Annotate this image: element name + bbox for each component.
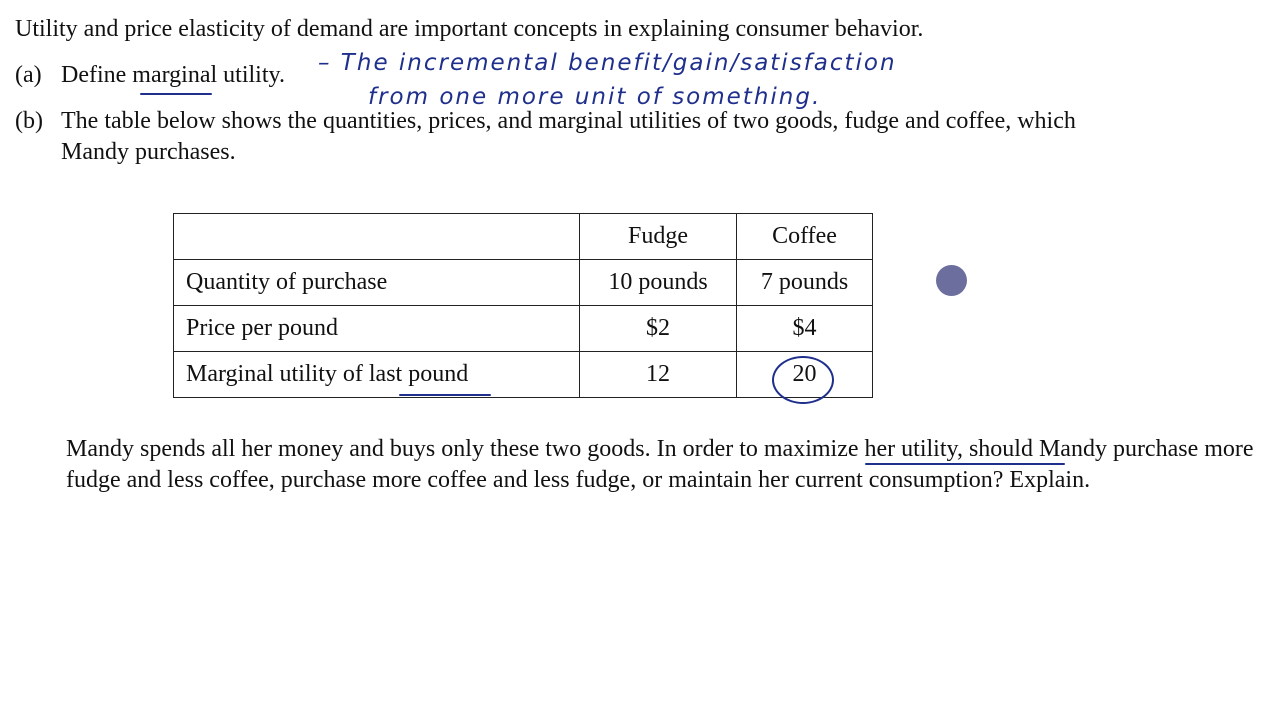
fudge-cell: 10 pounds <box>579 259 737 306</box>
table-row: Quantity of purchase 10 pounds 7 pounds <box>173 259 873 306</box>
table-header-fudge: Fudge <box>579 213 737 260</box>
table-row: Marginal utility of last pound 12 20 <box>173 351 873 398</box>
coffee-cell: 7 pounds <box>736 259 873 306</box>
underline-maximize-utility <box>865 463 1065 465</box>
table-header-empty <box>173 213 580 260</box>
part-b-line1: The table below shows the quantities, pr… <box>61 108 1076 134</box>
row-label: Marginal utility of last pound <box>173 351 580 398</box>
table-header-row: Fudge Coffee <box>173 213 873 260</box>
goods-table: Fudge Coffee Quantity of purchase 10 pou… <box>173 213 873 398</box>
row-label: Price per pound <box>173 305 580 352</box>
underline-last-pound <box>399 394 491 396</box>
row-label: Quantity of purchase <box>173 259 580 306</box>
underline-marginal <box>140 93 212 95</box>
intro-text: Utility and price elasticity of demand a… <box>15 16 924 42</box>
circle-annotation <box>772 356 834 404</box>
handwritten-definition-line2: from one more unit of something. <box>368 84 822 110</box>
fudge-cell: $2 <box>579 305 737 352</box>
followup-question: Mandy spends all her money and buys only… <box>66 436 1254 493</box>
coffee-cell: $4 <box>736 305 873 352</box>
part-a-text: Define marginal utility. <box>61 62 285 88</box>
fudge-cell: 12 <box>579 351 737 398</box>
part-a-label: (a) <box>15 62 42 88</box>
pointer-cursor-dot <box>936 265 967 296</box>
table-row: Price per pound $2 $4 <box>173 305 873 352</box>
part-b-line2: Mandy purchases. <box>61 139 236 165</box>
table-header-coffee: Coffee <box>736 213 873 260</box>
handwritten-definition-line1: – The incremental benefit/gain/satisfact… <box>318 50 897 76</box>
part-b-label: (b) <box>15 108 43 134</box>
